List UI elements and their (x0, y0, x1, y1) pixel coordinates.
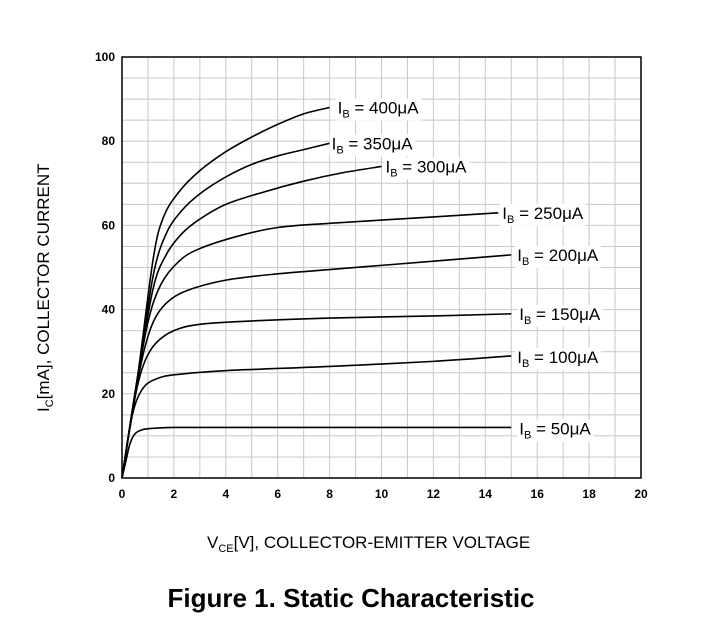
x-tick-label: 6 (274, 487, 281, 501)
curve-label-background (517, 304, 603, 327)
curve-labels: IB = 50μA IB = 100μA IB = 150μA IB = 200μA I… (329, 98, 603, 442)
tick-labels: 0 2 4 6 8 10 12 14 16 18 20 0 20 40 60 80 100 (95, 50, 648, 501)
curve-line (121, 426, 512, 479)
curve-label: IB = 200μA (517, 246, 599, 268)
y-axis-label: IC[mA], COLLECTOR CURRENT (34, 163, 56, 412)
curve-label-background (329, 134, 416, 157)
x-tick-label: 14 (479, 487, 493, 501)
x-tick-label: 4 (222, 487, 229, 501)
curves (121, 106, 512, 479)
curve-label: IB = 350μA (332, 134, 414, 156)
figure-caption: Figure 1. Static Characteristic (167, 583, 535, 613)
y-tick-label: 100 (95, 50, 115, 64)
curve-label: IB = 100μA (517, 348, 599, 370)
x-tick-label: 20 (634, 487, 648, 501)
curve-line (121, 313, 512, 479)
y-tick-label: 0 (108, 471, 115, 485)
curve-label-background (517, 419, 594, 442)
y-tick-label: 40 (102, 303, 116, 317)
x-tick-label: 0 (119, 487, 126, 501)
x-tick-label: 8 (326, 487, 333, 501)
y-tick-label: 20 (102, 387, 116, 401)
y-tick-label: 60 (102, 218, 116, 232)
curve-label: IB = 400μA (338, 99, 420, 121)
curve-line (121, 355, 512, 479)
curve-label: IB = 50μA (519, 419, 591, 441)
curve-label-background (383, 157, 470, 180)
curve-label-background (500, 203, 586, 226)
curve-label: IB = 150μA (519, 305, 601, 327)
curve-label-background (515, 347, 601, 370)
x-tick-label: 12 (427, 487, 441, 501)
curve-label-background (335, 98, 422, 121)
x-tick-label: 2 (171, 487, 178, 501)
x-tick-label: 18 (582, 487, 596, 501)
curve-line (121, 106, 330, 479)
plot-frame (121, 56, 642, 479)
curve-label: IB = 250μA (502, 204, 584, 226)
x-axis-label: VCE[V], COLLECTOR-EMITTER VOLTAGE (207, 533, 530, 555)
curve-line (121, 211, 499, 479)
curve-label: IB = 300μA (386, 157, 468, 179)
x-tick-label: 10 (375, 487, 389, 501)
y-tick-label: 80 (102, 134, 116, 148)
curve-label-background (515, 245, 601, 268)
x-tick-label: 16 (531, 487, 545, 501)
